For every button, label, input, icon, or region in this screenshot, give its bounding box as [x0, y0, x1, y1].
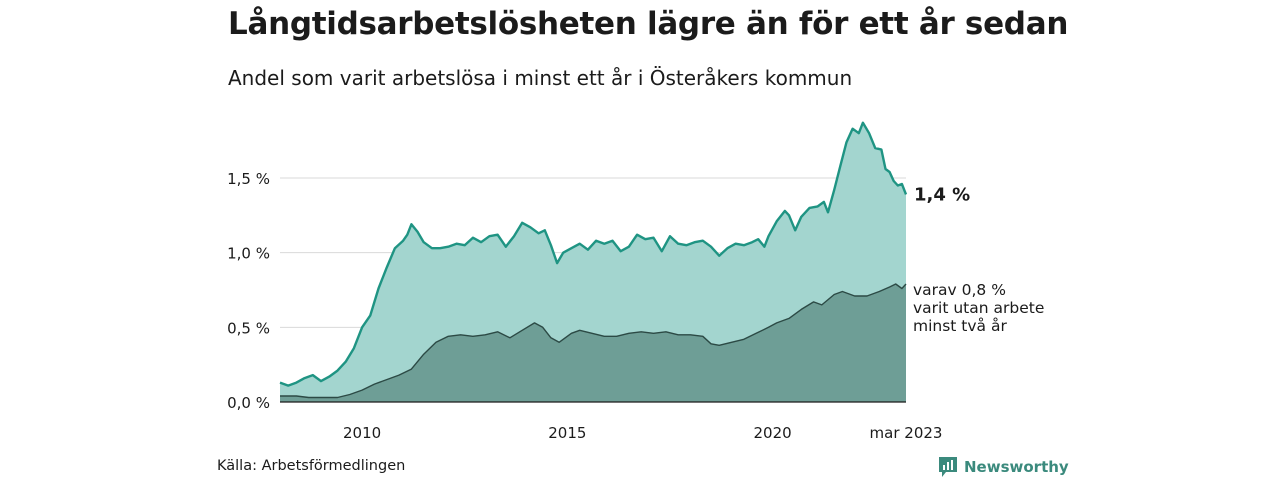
total-line [279, 121, 908, 387]
y-tick-label: 0,5 % [227, 319, 270, 337]
x-tick-label: mar 2023 [870, 424, 943, 442]
y-tick-label: 1,0 % [227, 245, 270, 263]
y-tick-label: 0,0 % [227, 394, 270, 412]
source-note: Källa: Arbetsförmedlingen [217, 458, 406, 474]
sub-line [280, 283, 907, 399]
x-tick-label: 2020 [753, 424, 791, 442]
chart-subtitle: Andel som varit arbetslösa i minst ett å… [228, 66, 853, 90]
x-tick-label: 2015 [548, 424, 586, 442]
brand-name: Newsworthy [964, 458, 1069, 476]
sub-area [280, 284, 906, 402]
total-area [280, 122, 906, 402]
newsworthy-logo-icon [939, 457, 957, 477]
x-tick-label: 2010 [343, 424, 381, 442]
newsworthy-logo: Newsworthy [938, 456, 1069, 478]
end-label-total: 1,4 % [914, 184, 970, 205]
end-label-sub-line: varav 0,8 % [913, 281, 1006, 299]
chart-title: Långtidsarbetslösheten lägre än för ett … [228, 6, 1069, 42]
y-tick-label: 1,5 % [227, 170, 270, 188]
end-label-sub-line: minst två år [913, 317, 1007, 335]
end-label-sub-line: varit utan arbete [913, 299, 1044, 317]
